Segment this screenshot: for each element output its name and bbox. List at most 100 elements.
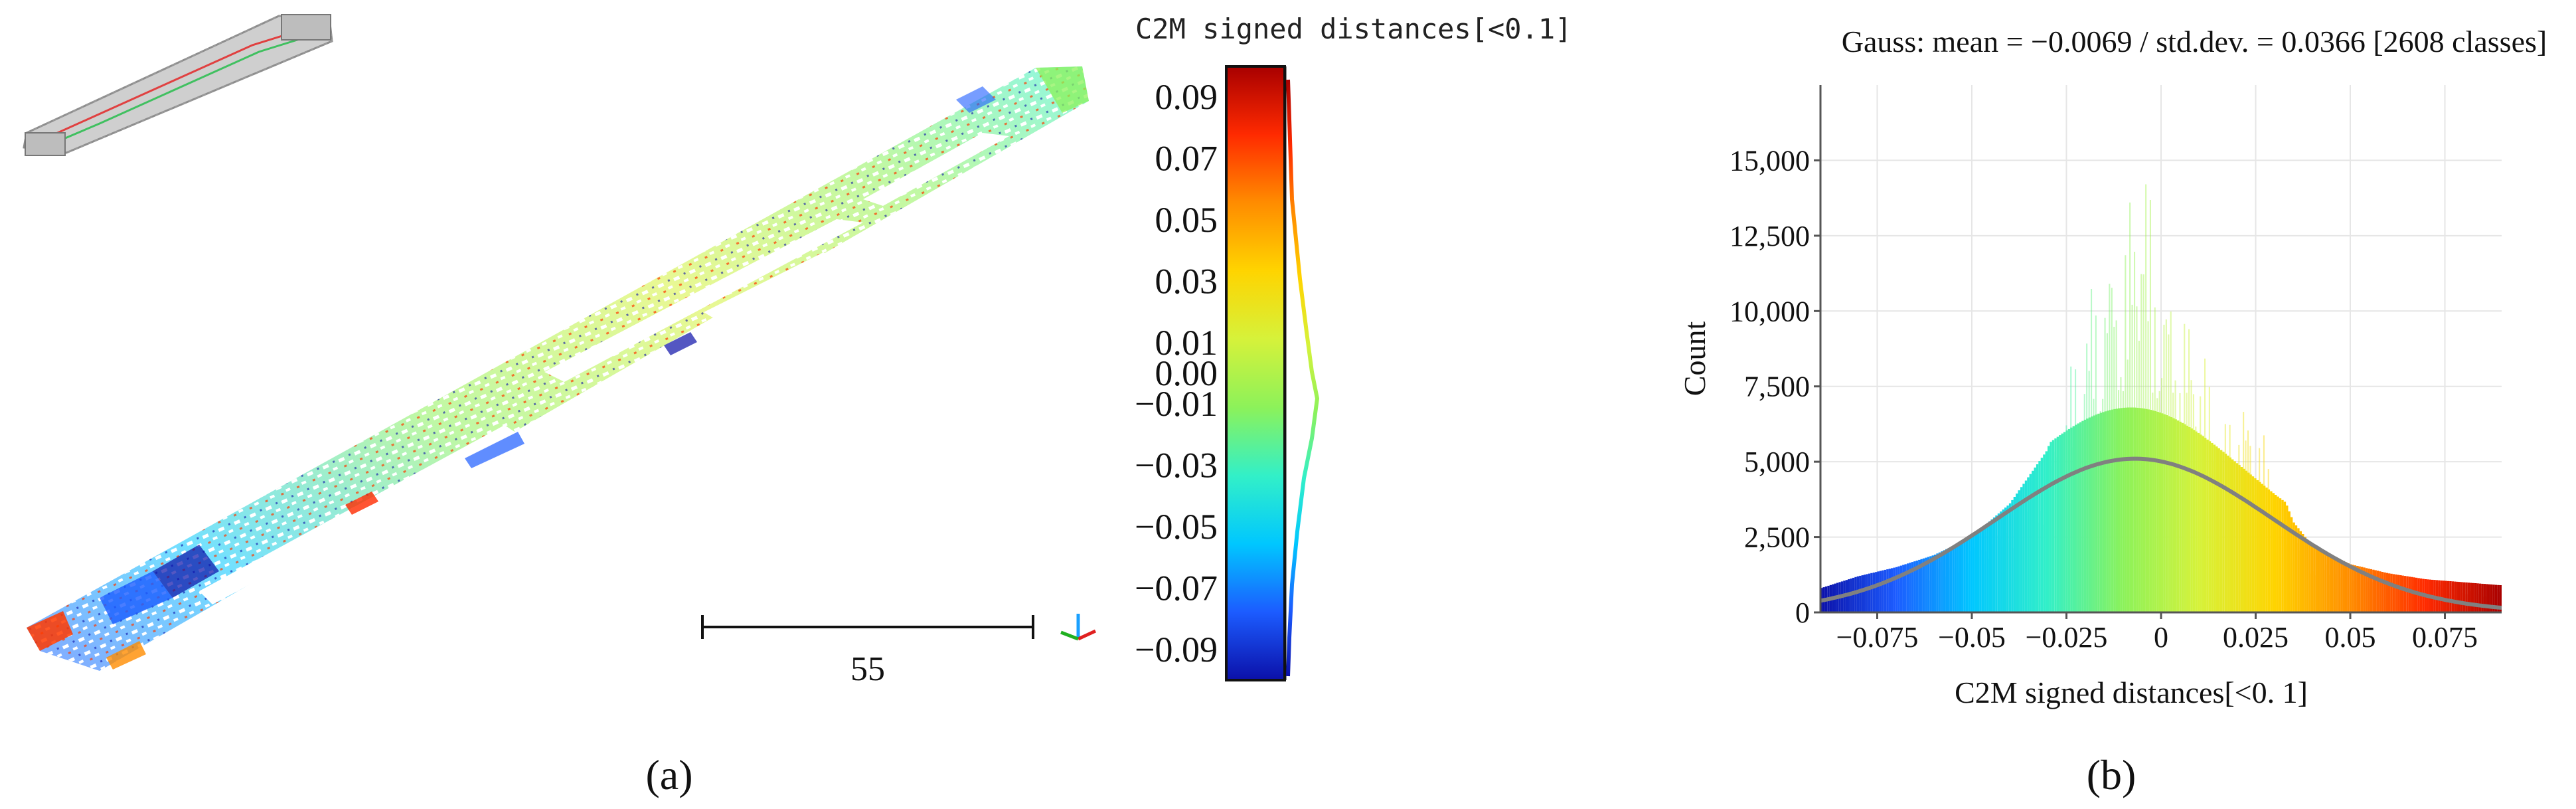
histogram-bar (1904, 564, 1907, 612)
histogram-bar (1868, 573, 1871, 612)
histogram-bar (2040, 458, 2044, 612)
histogram-bar (2163, 414, 2166, 612)
histogram-bar (1918, 559, 1921, 612)
histogram-bar (1866, 574, 1868, 612)
colorbar-tick-labels: 0.09 0.07 0.05 0.03 0.010.00−0.01 −0.03 −0.05 −… (1135, 77, 1218, 670)
histogram-bar (2275, 495, 2277, 612)
histogram-bar (2215, 446, 2218, 612)
histogram-bar (2070, 427, 2073, 612)
histogram-bar (2140, 408, 2143, 612)
histogram-bar (2388, 573, 2391, 612)
histogram-bar (2063, 432, 2066, 612)
histogram-bar (2079, 422, 2082, 612)
x-tick-label: 0 (2154, 621, 2168, 654)
histogram-bar (2456, 581, 2458, 612)
histogram-bar (2365, 568, 2368, 612)
y-tick-label: 7,500 (1744, 371, 1810, 403)
caption-b: (b) (2087, 751, 2136, 798)
colorbar-tick-label: −0.03 (1135, 446, 1218, 486)
histogram-bar (1990, 519, 1993, 612)
histogram-bar (2195, 431, 2198, 612)
histogram-bar (1927, 557, 1930, 612)
histogram-bar (2227, 455, 2229, 612)
x-axis-label: C2M signed distances[<0. 1] (1955, 675, 2308, 709)
histogram-bar (2454, 581, 2456, 612)
histogram-bar (2245, 470, 2247, 612)
histogram-bar (2438, 580, 2441, 612)
histogram-bar (2125, 407, 2127, 612)
histogram-bar (2259, 482, 2261, 612)
histogram-bar (2447, 581, 2450, 612)
histogram-bar (2200, 434, 2202, 612)
histogram-bar (2186, 425, 2188, 612)
histogram-bar (2263, 486, 2266, 612)
histogram-bar (1965, 539, 1969, 612)
histogram-bar (1974, 533, 1977, 612)
histogram-bar (2032, 470, 2034, 612)
histogram-bar (2413, 577, 2415, 612)
histogram-bar (2048, 446, 2050, 612)
histogram-bar (2002, 509, 2004, 612)
x-tick-label: −0.025 (2026, 621, 2108, 654)
axes-tripod-icon (1060, 614, 1097, 641)
histogram-bar (1997, 513, 2000, 612)
histogram-bar (2283, 501, 2287, 612)
histogram-bar (2029, 474, 2032, 612)
histogram-bar (2342, 561, 2345, 612)
colorbar-tick-label: 0.03 (1155, 261, 1218, 301)
histogram-bar (2338, 559, 2341, 612)
histogram-bar (1886, 569, 1889, 612)
histogram-bar (2102, 412, 2105, 612)
histogram-bar (2115, 408, 2118, 612)
histogram-bar (2204, 438, 2207, 612)
histogram-bar (2499, 585, 2502, 612)
colorbar-tick-label: 0.07 (1155, 139, 1218, 179)
histogram-bar (2156, 412, 2159, 612)
histogram-bar (1929, 556, 1932, 612)
histogram-bar (2354, 565, 2357, 612)
x-tick-label: −0.075 (1836, 621, 1919, 654)
y-tick-label: 2,500 (1744, 521, 1810, 554)
histogram-bar (2267, 489, 2271, 612)
histogram-bar (2217, 448, 2220, 612)
histogram-bar (2059, 435, 2061, 612)
histogram-bar (2099, 412, 2103, 612)
histogram-bar (2254, 478, 2257, 612)
histogram-bar (2235, 463, 2239, 612)
histogram-bar (2331, 555, 2334, 612)
histogram-bar (1875, 572, 1878, 612)
histogram-bar (1909, 563, 1911, 612)
histogram-bar (2172, 418, 2175, 612)
histogram-bar (1972, 535, 1975, 612)
histogram-bar (2184, 424, 2186, 612)
histogram-bar (2072, 426, 2075, 612)
histogram-bar (2288, 511, 2291, 612)
colorbar-tick-label: 0.01 (1155, 323, 1218, 363)
point-cloud (27, 66, 1089, 671)
histogram-bar (2302, 534, 2304, 612)
x-tick-label: −0.05 (1938, 621, 2006, 654)
histogram-bar (2476, 583, 2479, 612)
histogram-bar (2392, 574, 2395, 612)
histogram-bar (1941, 551, 1943, 612)
histogram-bar (2440, 581, 2443, 612)
histogram-bar (1864, 575, 1866, 612)
histogram-bar (2293, 522, 2295, 612)
histogram-bar (2379, 571, 2381, 612)
histogram-bar (2065, 430, 2068, 612)
histogram-bar (1902, 565, 1905, 612)
histogram-bar (1963, 540, 1966, 612)
histogram-bar (2358, 566, 2361, 612)
histogram-bar (2304, 537, 2306, 612)
colorbar-tick-label: −0.07 (1135, 568, 1218, 608)
histogram-bar (2403, 576, 2407, 612)
colorbar-mini-histogram (1286, 79, 1320, 677)
colorbar-tick-label: 0.05 (1155, 200, 1218, 240)
histogram-bar (2147, 409, 2150, 612)
histogram-bar (2018, 490, 2020, 612)
histogram-bar (2385, 573, 2388, 612)
histogram-bar (1949, 547, 1953, 612)
histogram-bar (2219, 450, 2223, 612)
histogram-bar (2113, 408, 2116, 612)
histogram-bar (2224, 454, 2227, 612)
